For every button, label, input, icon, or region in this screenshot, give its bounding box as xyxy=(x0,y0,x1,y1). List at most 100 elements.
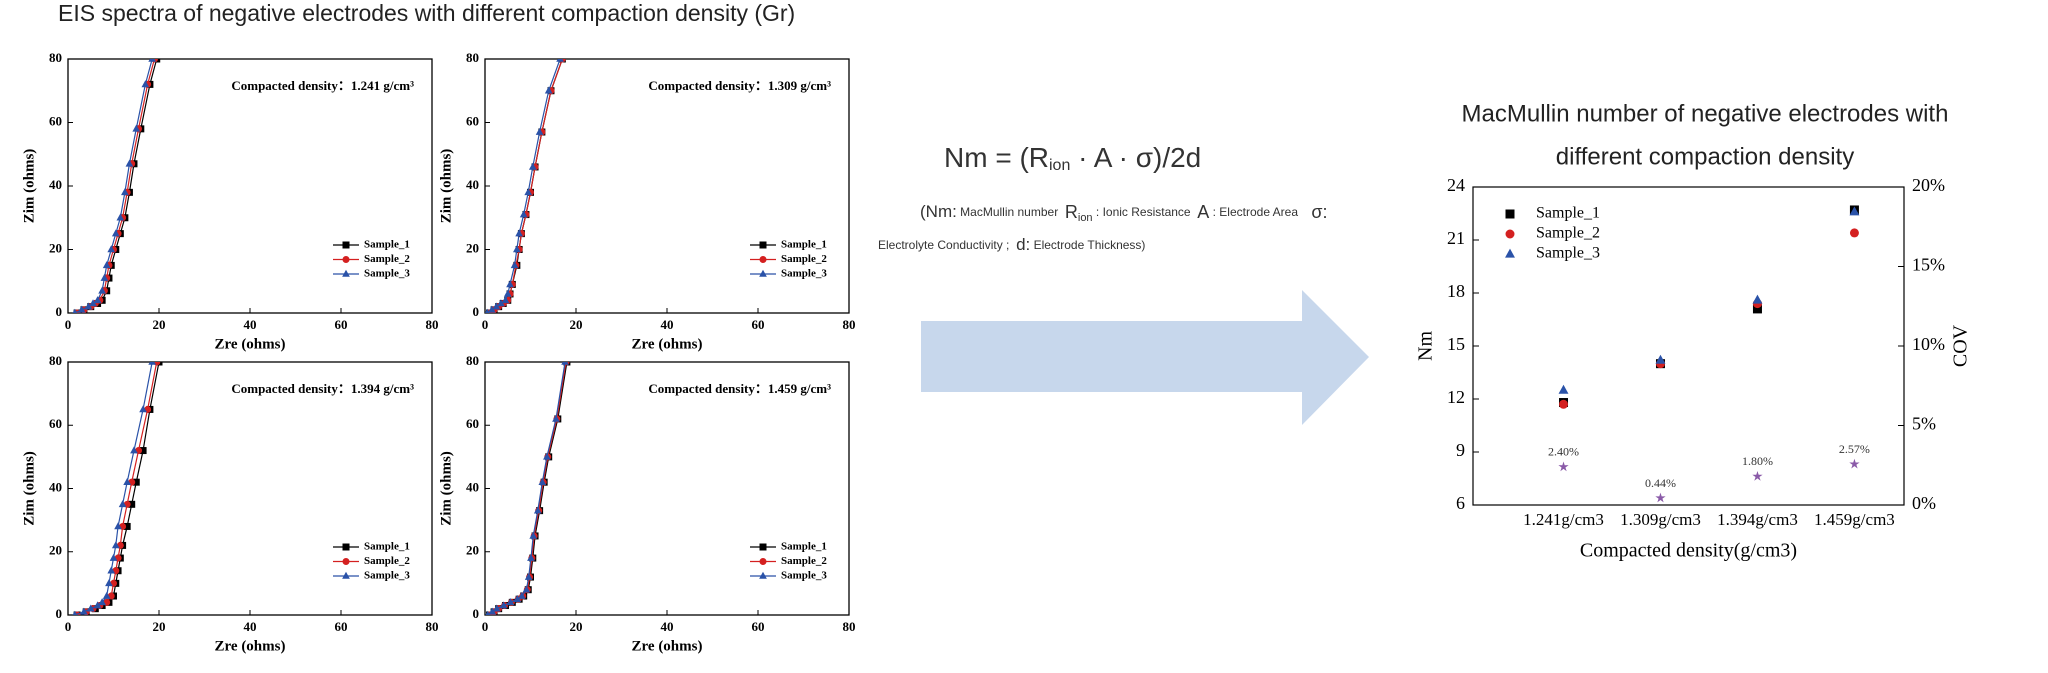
y2-tick-label: 15% xyxy=(1912,255,1945,275)
legend-label: Sample_1 xyxy=(364,541,410,553)
marker xyxy=(522,585,531,593)
y2-tick-label: 5% xyxy=(1912,414,1936,434)
y-axis-label: Nm xyxy=(1415,331,1437,361)
y-tick-label: 60 xyxy=(49,416,62,431)
marker xyxy=(342,571,350,579)
marker xyxy=(107,566,116,574)
legend-label: Sample_2 xyxy=(364,253,410,265)
series-line xyxy=(489,59,563,313)
note: A xyxy=(1197,202,1209,222)
plot: 0 20 40 60 80 0 20 40 60 80 Zre (ohms) Zim (ohms) Co… xyxy=(21,353,438,654)
marker xyxy=(513,594,522,602)
marker xyxy=(759,269,767,277)
x-tick-label: 80 xyxy=(426,619,439,634)
marker xyxy=(529,531,538,539)
data-label: 0.44% xyxy=(1645,476,1676,490)
formula-part: Nm = (R xyxy=(944,142,1049,173)
y-tick-label: 60 xyxy=(49,113,62,128)
x-tick-label: 60 xyxy=(752,317,765,332)
legend-label: Sample_2 xyxy=(781,555,827,567)
legend-label: Sample_3 xyxy=(781,268,827,280)
y-tick-label: 60 xyxy=(466,113,479,128)
plot: 6 9 12 15 18 21 24 0% 5% 10% 15% 20% 1.241g/cm3 1.309… xyxy=(1415,175,1972,561)
marker xyxy=(543,452,551,460)
legend-label: Sample_3 xyxy=(364,268,410,280)
series-line xyxy=(74,362,153,615)
x-tick-label: 40 xyxy=(244,317,257,332)
marker xyxy=(130,446,138,454)
y-tick-label: 0 xyxy=(473,606,480,621)
marker xyxy=(1505,248,1515,258)
marker xyxy=(524,572,533,580)
marker xyxy=(518,591,526,599)
marker xyxy=(105,579,113,587)
plot: 0 20 40 60 80 0 20 40 60 80 Zre (ohms) Zim (ohms) Co… xyxy=(438,50,855,352)
annotation: Compacted density：1.309 g/cm³ xyxy=(648,78,831,93)
x-tick-label: 60 xyxy=(335,619,348,634)
note: R xyxy=(1065,202,1078,222)
legend-label: Sample_2 xyxy=(1536,225,1600,242)
y-tick-label: 20 xyxy=(466,240,479,255)
x-tick-label: 60 xyxy=(335,317,348,332)
data-label: 1.80% xyxy=(1742,454,1773,468)
note: (Nm: xyxy=(920,202,957,221)
chart-title: MacMullin number of negative electrodes … xyxy=(1462,100,1949,127)
y-tick-label: 0 xyxy=(473,304,480,319)
x-tick-label: 0 xyxy=(65,317,72,332)
marker xyxy=(89,299,97,307)
marker xyxy=(1505,209,1515,219)
marker xyxy=(114,522,122,530)
marker xyxy=(1752,304,1762,314)
marker xyxy=(125,159,134,167)
marker xyxy=(342,543,350,551)
y-tick-label: 40 xyxy=(49,177,62,192)
notes-line: (Nm: MacMullin number Rion : Ionic Resis… xyxy=(920,202,1327,224)
marker xyxy=(148,59,157,62)
marker xyxy=(128,500,136,508)
marker xyxy=(342,256,350,263)
data-label: 2.57% xyxy=(1839,442,1870,456)
marker xyxy=(72,610,78,615)
x-tick-label: 20 xyxy=(153,619,166,634)
marker xyxy=(1752,470,1763,481)
marker xyxy=(1752,294,1763,304)
plot: 0 20 40 60 80 0 20 40 60 80 Zre (ohms) Zim (ohms) Co… xyxy=(21,50,438,352)
marker xyxy=(80,607,88,615)
marker xyxy=(109,553,118,561)
marker xyxy=(499,601,508,609)
y-tick-label: 80 xyxy=(466,50,479,65)
marker xyxy=(132,478,140,486)
y2-tick-label: 20% xyxy=(1912,175,1945,195)
marker xyxy=(487,305,496,313)
arrow xyxy=(921,290,1369,425)
marker xyxy=(535,127,544,135)
note: ion xyxy=(1078,212,1093,224)
y-axis-label: Zim (ohms) xyxy=(438,451,454,526)
y-axis-label: Zim (ohms) xyxy=(21,149,37,224)
y-tick-label: 0 xyxy=(56,304,63,319)
note: σ: xyxy=(1311,202,1327,222)
y-tick-label: 21 xyxy=(1447,228,1465,248)
x-tick-label: 20 xyxy=(570,619,583,634)
y-tick-label: 9 xyxy=(1456,440,1465,460)
frame xyxy=(484,361,850,616)
y-axis-label: Zim (ohms) xyxy=(21,451,37,526)
marker xyxy=(107,245,116,253)
marker xyxy=(1559,399,1569,409)
legend-label: Sample_1 xyxy=(364,239,410,251)
y-tick-label: 15 xyxy=(1447,334,1465,354)
marker xyxy=(132,124,141,132)
marker xyxy=(519,210,528,218)
note: : Ionic Resistance xyxy=(1093,205,1198,219)
y-axis-label: Zim (ohms) xyxy=(438,149,454,224)
marker xyxy=(556,59,564,62)
x-tick-label: 80 xyxy=(426,317,439,332)
marker xyxy=(98,286,106,294)
marker xyxy=(1558,384,1569,394)
annotation: Compacted density：1.394 g/cm³ xyxy=(231,381,414,396)
x-tick-label: 0 xyxy=(482,619,489,634)
note: d: xyxy=(1016,235,1030,254)
marker xyxy=(1505,229,1515,239)
x-tick-label: 40 xyxy=(661,619,674,634)
marker xyxy=(100,273,109,281)
